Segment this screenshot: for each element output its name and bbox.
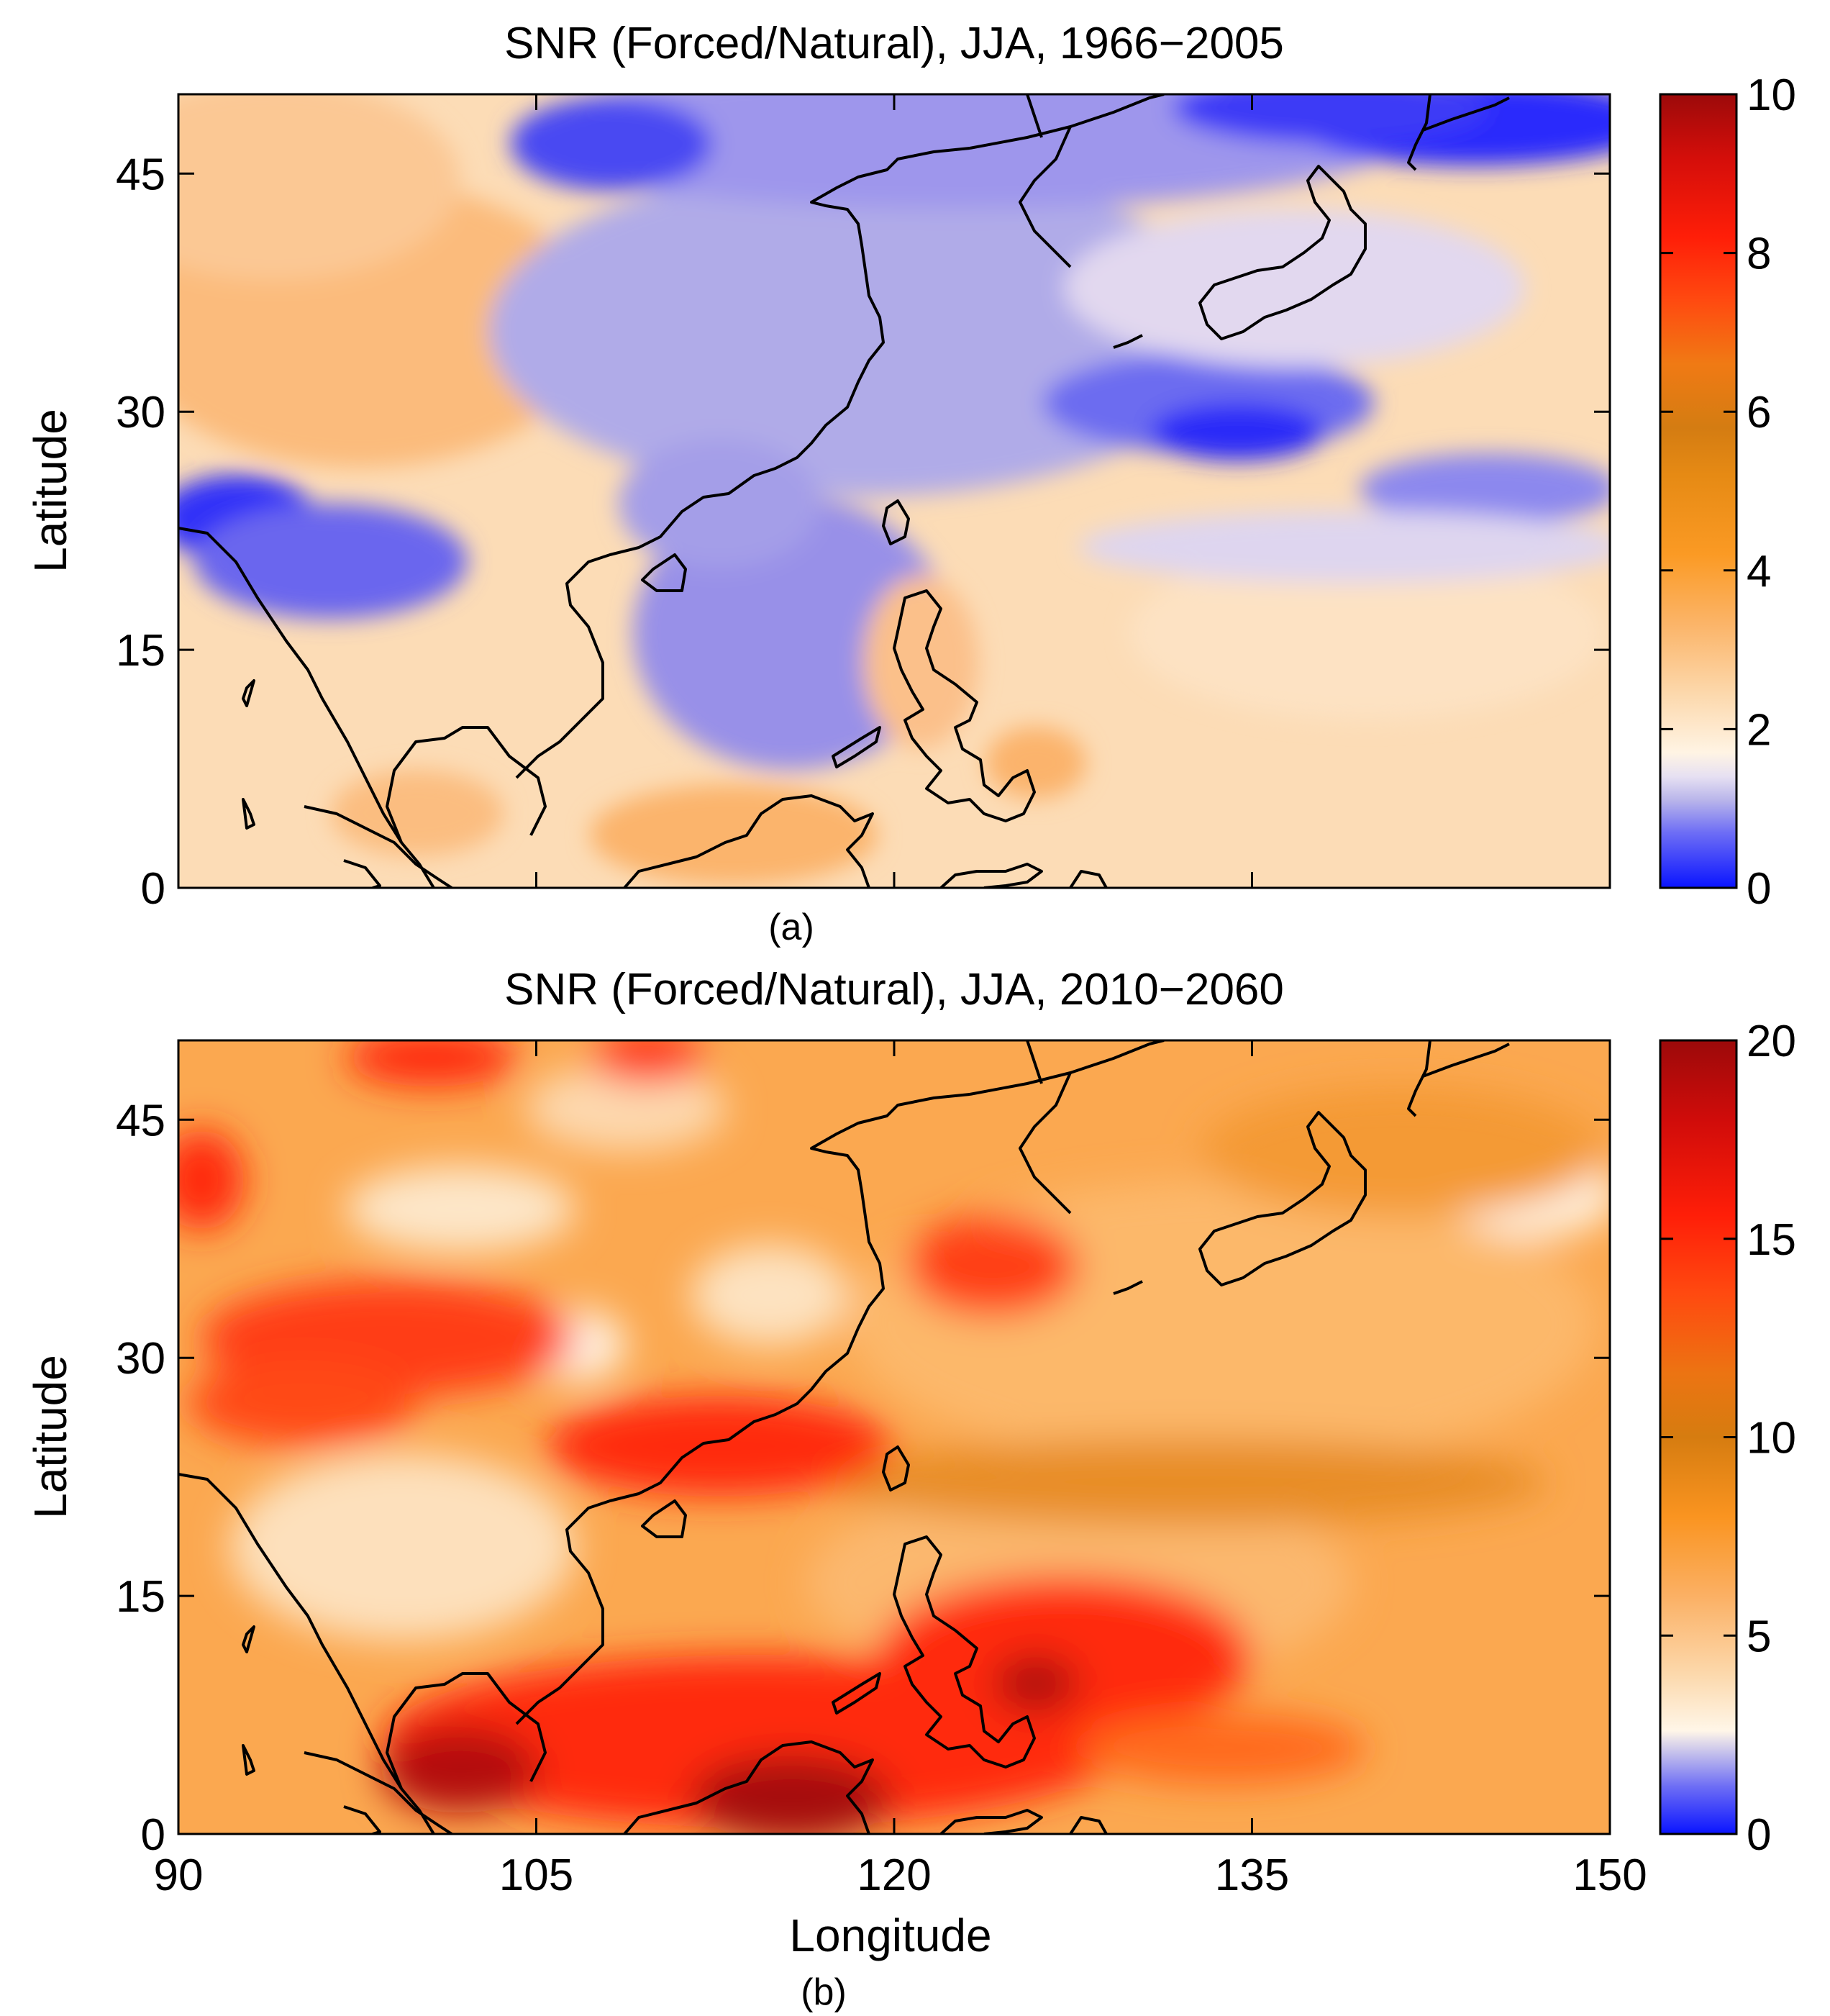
colorbar-tick-label: 4: [1747, 547, 1771, 596]
x-tick-label: 120: [857, 1851, 931, 1900]
panel-a-y-axis: 0 15 30 45: [116, 150, 1610, 914]
x-tick-label: 150: [1572, 1851, 1647, 1900]
colorbar-tick-label: 6: [1747, 388, 1771, 437]
colorbar-tick-label: 10: [1747, 1414, 1796, 1463]
y-tick-label: 0: [141, 864, 165, 914]
x-tick-label: 105: [499, 1851, 573, 1900]
panel-a: SNR (Forced/Natural), JJA, 1966−2005: [24, 19, 1796, 948]
colorbar-tick-label: 15: [1747, 1215, 1796, 1265]
y-tick-label: 45: [116, 150, 165, 199]
y-tick-label: 15: [116, 626, 165, 676]
y-tick-label: 45: [116, 1096, 165, 1145]
panel-a-title: SNR (Forced/Natural), JJA, 1966−2005: [504, 19, 1284, 68]
panel-b-y-axis: 0 15 30 45: [116, 1096, 1610, 1860]
y-tick-label: 0: [141, 1810, 165, 1860]
colorbar-tick-label: 0: [1747, 1810, 1771, 1860]
colorbar-tick-label: 10: [1747, 71, 1796, 120]
colorbar-tick-label: 2: [1747, 705, 1771, 755]
panel-b-title: SNR (Forced/Natural), JJA, 2010−2060: [504, 965, 1284, 1014]
panel-b-x-axis: 90 105 120 135 150: [154, 1040, 1647, 1900]
colorbar-tick-label: 0: [1747, 864, 1771, 914]
panel-a-y-label: Latitude: [24, 409, 76, 573]
colorbar-tick-label: 20: [1747, 1017, 1796, 1066]
x-tick-label: 135: [1215, 1851, 1289, 1900]
colorbar-tick-label: 5: [1747, 1612, 1771, 1661]
panel-a-colorbar: [1659, 93, 1738, 889]
panel-a-x-axis: [177, 94, 1611, 888]
panel-b: SNR (Forced/Natural), JJA, 2010−2060: [24, 965, 1796, 2013]
panel-b-colorbar-ticks: 0 5 10 15 20: [1660, 1017, 1796, 1860]
panel-a-heatmap: [178, 94, 1610, 888]
y-tick-label: 30: [116, 1334, 165, 1384]
y-tick-label: 30: [116, 388, 165, 437]
panel-a-colorbar-ticks: 0 2 4 6 8 10: [1660, 71, 1796, 914]
colorbar-tick-label: 8: [1747, 230, 1771, 279]
panel-b-heatmap: [178, 1040, 1610, 1834]
x-tick-label: 90: [154, 1851, 204, 1900]
panel-b-y-label: Latitude: [24, 1355, 76, 1519]
panel-b-x-label: Longitude: [789, 1910, 991, 1961]
panel-a-label: (a): [768, 907, 814, 948]
panel-b-label: (b): [801, 1971, 847, 2013]
y-tick-label: 15: [116, 1572, 165, 1622]
